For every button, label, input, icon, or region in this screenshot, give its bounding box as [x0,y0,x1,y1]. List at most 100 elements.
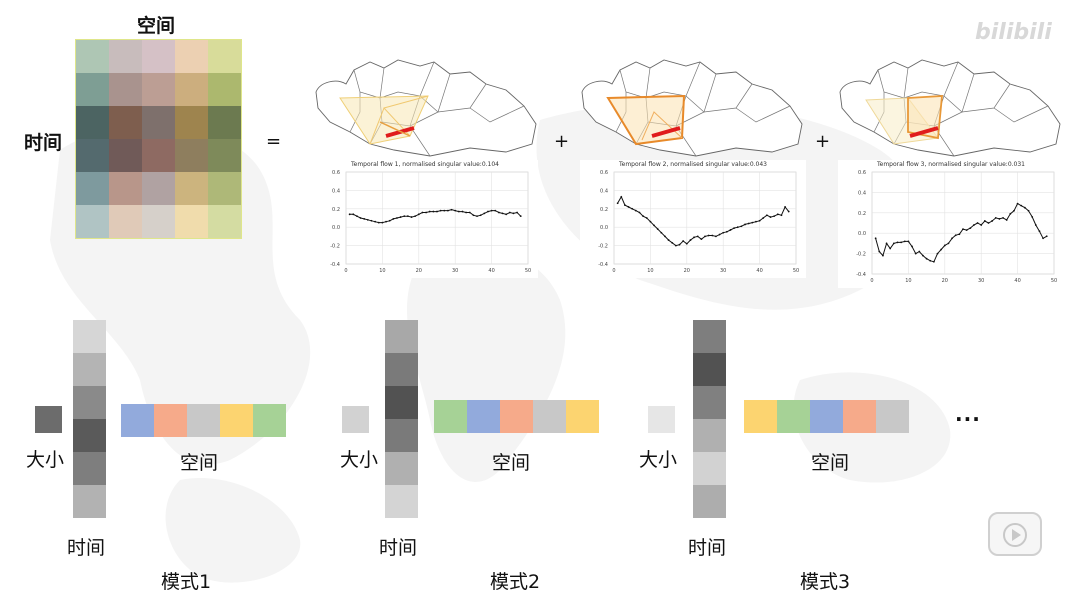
chart3-point-9 [907,240,910,243]
chart-title-2: Temporal flow 2, normalised singular val… [618,161,767,168]
chart2-ytick-5: -0.4 [598,262,608,268]
chart3-point-34 [998,218,1001,220]
mode1-space-vector [121,404,286,437]
chart3-ytick-2: 0.2 [858,211,866,217]
mode3-space-cell-2 [810,400,843,433]
chart2-point-44 [776,213,779,216]
mode1-scalar-square [35,406,62,433]
chart2-point-26 [711,234,714,237]
mode1-name: 模式1 [161,571,212,593]
chart1-point-18 [414,215,417,218]
chart2-point-16 [674,244,677,247]
mode3-time-cell-3 [693,419,726,452]
chart3-point-16 [932,260,935,263]
mode1-time-cell-0 [73,320,106,353]
mode3-space-cell-4 [876,400,909,433]
mode3-time-cell-2 [693,386,726,419]
chart2-point-34 [740,225,743,228]
chart1-point-2 [356,215,358,218]
chart3-point-1 [878,250,881,253]
matrix-cell-1-3 [175,73,208,106]
matrix-cell-1-0 [76,73,109,106]
chart3-point-38 [1013,209,1015,212]
chart2-point-31 [729,229,732,231]
chart1-point-19 [417,213,420,216]
matrix-cell-5-4 [208,205,241,238]
chart1-frame [345,171,529,265]
matrix-cell-0-0 [76,40,109,73]
chart2-point-47 [787,210,790,213]
mode3-time-label: 时间 [688,537,727,559]
region-map-1 [315,59,537,157]
chart3-point-43 [1031,215,1034,218]
mode3-time-cell-4 [693,452,726,485]
chart1-point-30 [457,210,460,213]
chart-plot-2: 0.6 0.4 0.2 0.0 -0.2 -0.4 0 10 20 30 40 50 [598,170,799,274]
chart1-point-40 [494,209,497,212]
chart2-xtick-2: 20 [684,268,690,274]
chart2-point-32 [733,227,736,230]
chart3-point-32 [991,220,994,222]
chart1-point-10 [385,220,387,223]
chart3-ytick-3: 0.0 [858,231,866,237]
play-button[interactable] [988,512,1042,556]
mode2-space-vector [434,400,599,433]
mode2-time-vector [385,320,418,518]
chart-title-1: Temporal flow 1, normalised singular val… [350,161,499,168]
chart2-point-9 [649,220,652,223]
chart2-point-24 [704,235,706,238]
chart1-point-25 [439,209,442,212]
mode3-scalar-square [648,406,675,433]
chart3-point-29 [980,224,983,226]
chart1-point-38 [487,210,489,213]
matrix-cell-2-1 [109,106,142,139]
chart3-point-20 [947,242,950,245]
chart2-point-13 [664,235,666,238]
chart1-point-14 [399,216,402,218]
chart2-point-28 [718,233,721,236]
chart3-point-2 [882,254,884,257]
mode1-space-cell-0 [121,404,154,437]
chart3-point-31 [987,222,990,224]
chart3-point-33 [994,217,997,219]
chart1-point-28 [450,208,453,211]
chart1-point-33 [468,211,471,214]
mode2-time-cell-3 [385,419,418,452]
temporal-flow-chart-3: Temporal flow 3, normalised singular val… [838,160,1064,288]
chart2-point-21 [693,236,695,239]
matrix-cell-2-0 [76,106,109,139]
matrix-cell-2-3 [175,106,208,139]
chart1-point-1 [352,213,355,216]
chart3-point-37 [1009,212,1012,215]
chart2-point-22 [696,235,699,238]
chart1-point-4 [363,218,366,220]
matrix-cell-3-4 [208,139,241,172]
matrix-cell-0-2 [142,40,175,73]
mode3-time-cell-5 [693,485,726,518]
chart1-point-42 [501,212,504,215]
matrix-cell-2-2 [142,106,175,139]
chart1-point-36 [479,214,482,217]
chart3-point-10 [911,245,913,248]
chart1-point-22 [428,210,431,213]
chart2-ytick-3: 0.0 [600,225,608,231]
matrix-cell-5-1 [109,205,142,238]
mode3-space-cell-0 [744,400,777,433]
chart2-point-35 [744,223,746,226]
chart-plot-1: 0.6 0.4 0.2 0.0 -0.2 -0.4 0 10 20 30 40 50 [330,170,531,274]
mode3-space-label: 空间 [811,452,850,474]
chart2-xtick-3: 30 [720,268,726,274]
chart2-point-19 [685,242,688,245]
mode2-space-label: 空间 [492,452,531,474]
chart1-ytick-4: -0.2 [330,244,340,250]
mode2-space-cell-0 [434,400,467,433]
mode2-time-label: 时间 [379,537,418,559]
chart3-point-30 [983,220,986,222]
matrix-cell-4-0 [76,172,109,205]
chart1-point-12 [392,218,395,220]
chart2-point-4 [631,207,634,210]
chart2-point-27 [715,235,717,238]
chart1-point-5 [366,218,369,221]
chart1-xtick-2: 20 [416,268,422,274]
chart1-point-6 [370,219,373,222]
